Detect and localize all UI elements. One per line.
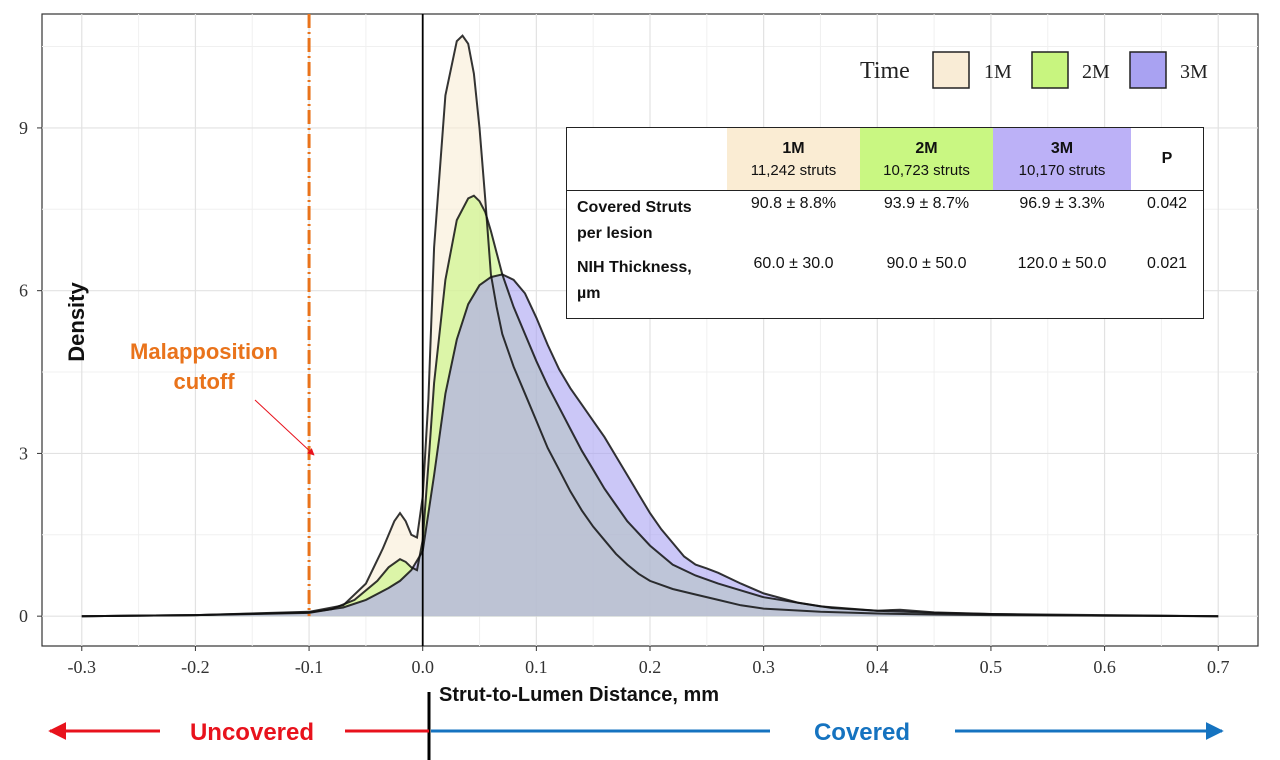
summary-header-row: 1M 11,242 struts 2M 10,723 struts 3M 10,170… xyxy=(567,128,1203,191)
cell-nih-p: 0.021 xyxy=(1146,255,1188,272)
legend: Time 1M 2M 3M xyxy=(860,51,1208,89)
table-row: NIH Thickness, µm 60.0 ± 30.0 90.0 ± 50.0… xyxy=(567,255,1203,317)
x-tick-label: 0.6 xyxy=(1093,657,1116,677)
x-tick-label: 0.0 xyxy=(411,657,434,677)
area-3m xyxy=(81,274,1219,617)
header-3m: 3M 10,170 struts xyxy=(993,128,1131,191)
header-2m: 2M 10,723 struts xyxy=(860,128,993,191)
legend-title: Time xyxy=(860,58,910,84)
cutoff-label-line2: cutoff xyxy=(173,369,235,394)
x-tick-label: 0.2 xyxy=(639,657,662,677)
cell-nih-3m: 120.0 ± 50.0 xyxy=(1017,255,1107,272)
cell-nih-1m: 60.0 ± 30.0 xyxy=(753,255,834,272)
row-label-nih: NIH Thickness, µm xyxy=(577,259,692,302)
cell-nih-2m: 90.0 ± 50.0 xyxy=(886,255,967,272)
table-row: Covered Struts per lesion 90.8 ± 8.8% 93.… xyxy=(567,191,1203,256)
x-tick-label: 0.3 xyxy=(752,657,775,677)
legend-key-2m xyxy=(1031,51,1069,89)
axis-ticks: -0.3 -0.2 -0.1 0.0 0.1 0.2 0.3 0.4 0.5 0.6 0.7 0 3 6 9 xyxy=(19,118,1229,677)
row-label-covered: Covered Struts per lesion xyxy=(577,199,692,242)
outline-3m xyxy=(81,273,1219,618)
legend-key-3m xyxy=(1129,51,1167,89)
x-tick-label: 0.7 xyxy=(1207,657,1230,677)
header-p: P xyxy=(1161,150,1173,167)
cutoff-pointer-arrow xyxy=(254,399,315,456)
x-tick-label: 0.5 xyxy=(980,657,1003,677)
header-empty xyxy=(567,128,727,191)
cutoff-label-line1: Malapposition xyxy=(130,339,278,364)
cell-covered-3m: 96.9 ± 3.3% xyxy=(1019,195,1105,212)
x-tick-label: -0.3 xyxy=(68,657,97,677)
y-axis-label: Density xyxy=(64,282,89,362)
x-tick-label: 0.1 xyxy=(525,657,548,677)
summary-table: 1M 11,242 struts 2M 10,723 struts 3M 10,170… xyxy=(566,127,1204,319)
x-axis-label: Strut-to-Lumen Distance, mm xyxy=(439,684,719,706)
cell-covered-1m: 90.8 ± 8.8% xyxy=(750,195,837,212)
legend-label-3m: 3M xyxy=(1180,61,1208,83)
covered-label: Covered xyxy=(814,719,910,746)
outline-1m xyxy=(81,34,1219,618)
y-tick-label: 3 xyxy=(19,443,28,463)
x-tick-label: -0.1 xyxy=(295,657,324,677)
legend-label-1m: 1M xyxy=(984,61,1012,83)
x-tick-label: -0.2 xyxy=(181,657,210,677)
cell-covered-2m: 93.9 ± 8.7% xyxy=(883,195,970,212)
direction-indicator: Uncovered Covered xyxy=(48,692,1224,760)
uncovered-label: Uncovered xyxy=(190,719,314,746)
density-areas xyxy=(81,14,1219,646)
y-tick-label: 6 xyxy=(19,281,28,301)
x-tick-label: 0.4 xyxy=(866,657,889,677)
cell-covered-p: 0.042 xyxy=(1146,195,1188,212)
legend-label-2m: 2M xyxy=(1082,61,1110,83)
y-tick-label: 0 xyxy=(19,606,28,626)
y-tick-label: 9 xyxy=(19,118,28,138)
legend-key-1m xyxy=(932,51,970,89)
header-1m: 1M 11,242 struts xyxy=(727,128,860,191)
